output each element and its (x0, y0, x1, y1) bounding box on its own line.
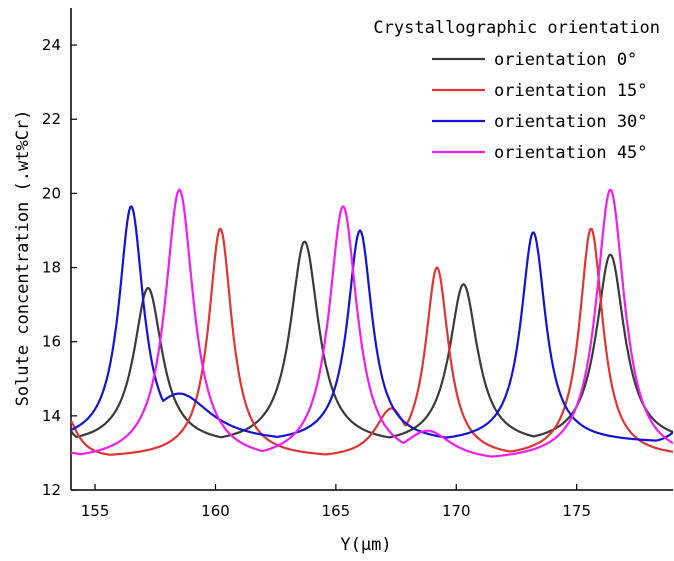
legend: orientation 0° orientation 15° orientation… (432, 50, 648, 163)
x-tick-label: 175 (562, 502, 591, 520)
y-axis-title: Solute concentration (.wt%Cr) (13, 110, 33, 407)
y-tick-label: 20 (42, 184, 61, 202)
y-tick-label: 12 (42, 481, 61, 499)
y-tick-label: 18 (42, 259, 61, 277)
legend-label-2: orientation 30° (494, 112, 648, 132)
x-tick-label: 155 (81, 502, 110, 520)
y-tick-label: 16 (42, 333, 61, 351)
legend-title: Crystallographic orientation (373, 18, 660, 38)
series-layer (71, 188, 673, 458)
x-axis-title: Y(μm) (340, 535, 391, 555)
x-tick-label: 165 (322, 502, 351, 520)
series-line-1 (71, 227, 673, 456)
y-tick-label: 14 (42, 407, 61, 425)
y-tick-label: 24 (42, 36, 61, 54)
plot-frame (70, 8, 673, 491)
x-tick-label: 160 (201, 502, 230, 520)
legend-label-0: orientation 0° (494, 50, 637, 70)
legend-label-1: orientation 15° (494, 81, 648, 101)
ticks-layer: 155 160 165 170 175 12 14 16 18 20 22 24 (42, 36, 591, 520)
y-tick-label: 22 (42, 110, 61, 128)
series-line-3 (71, 188, 673, 458)
series-line-2 (71, 205, 673, 442)
x-tick-label: 170 (442, 502, 471, 520)
legend-label-3: orientation 45° (494, 143, 648, 163)
